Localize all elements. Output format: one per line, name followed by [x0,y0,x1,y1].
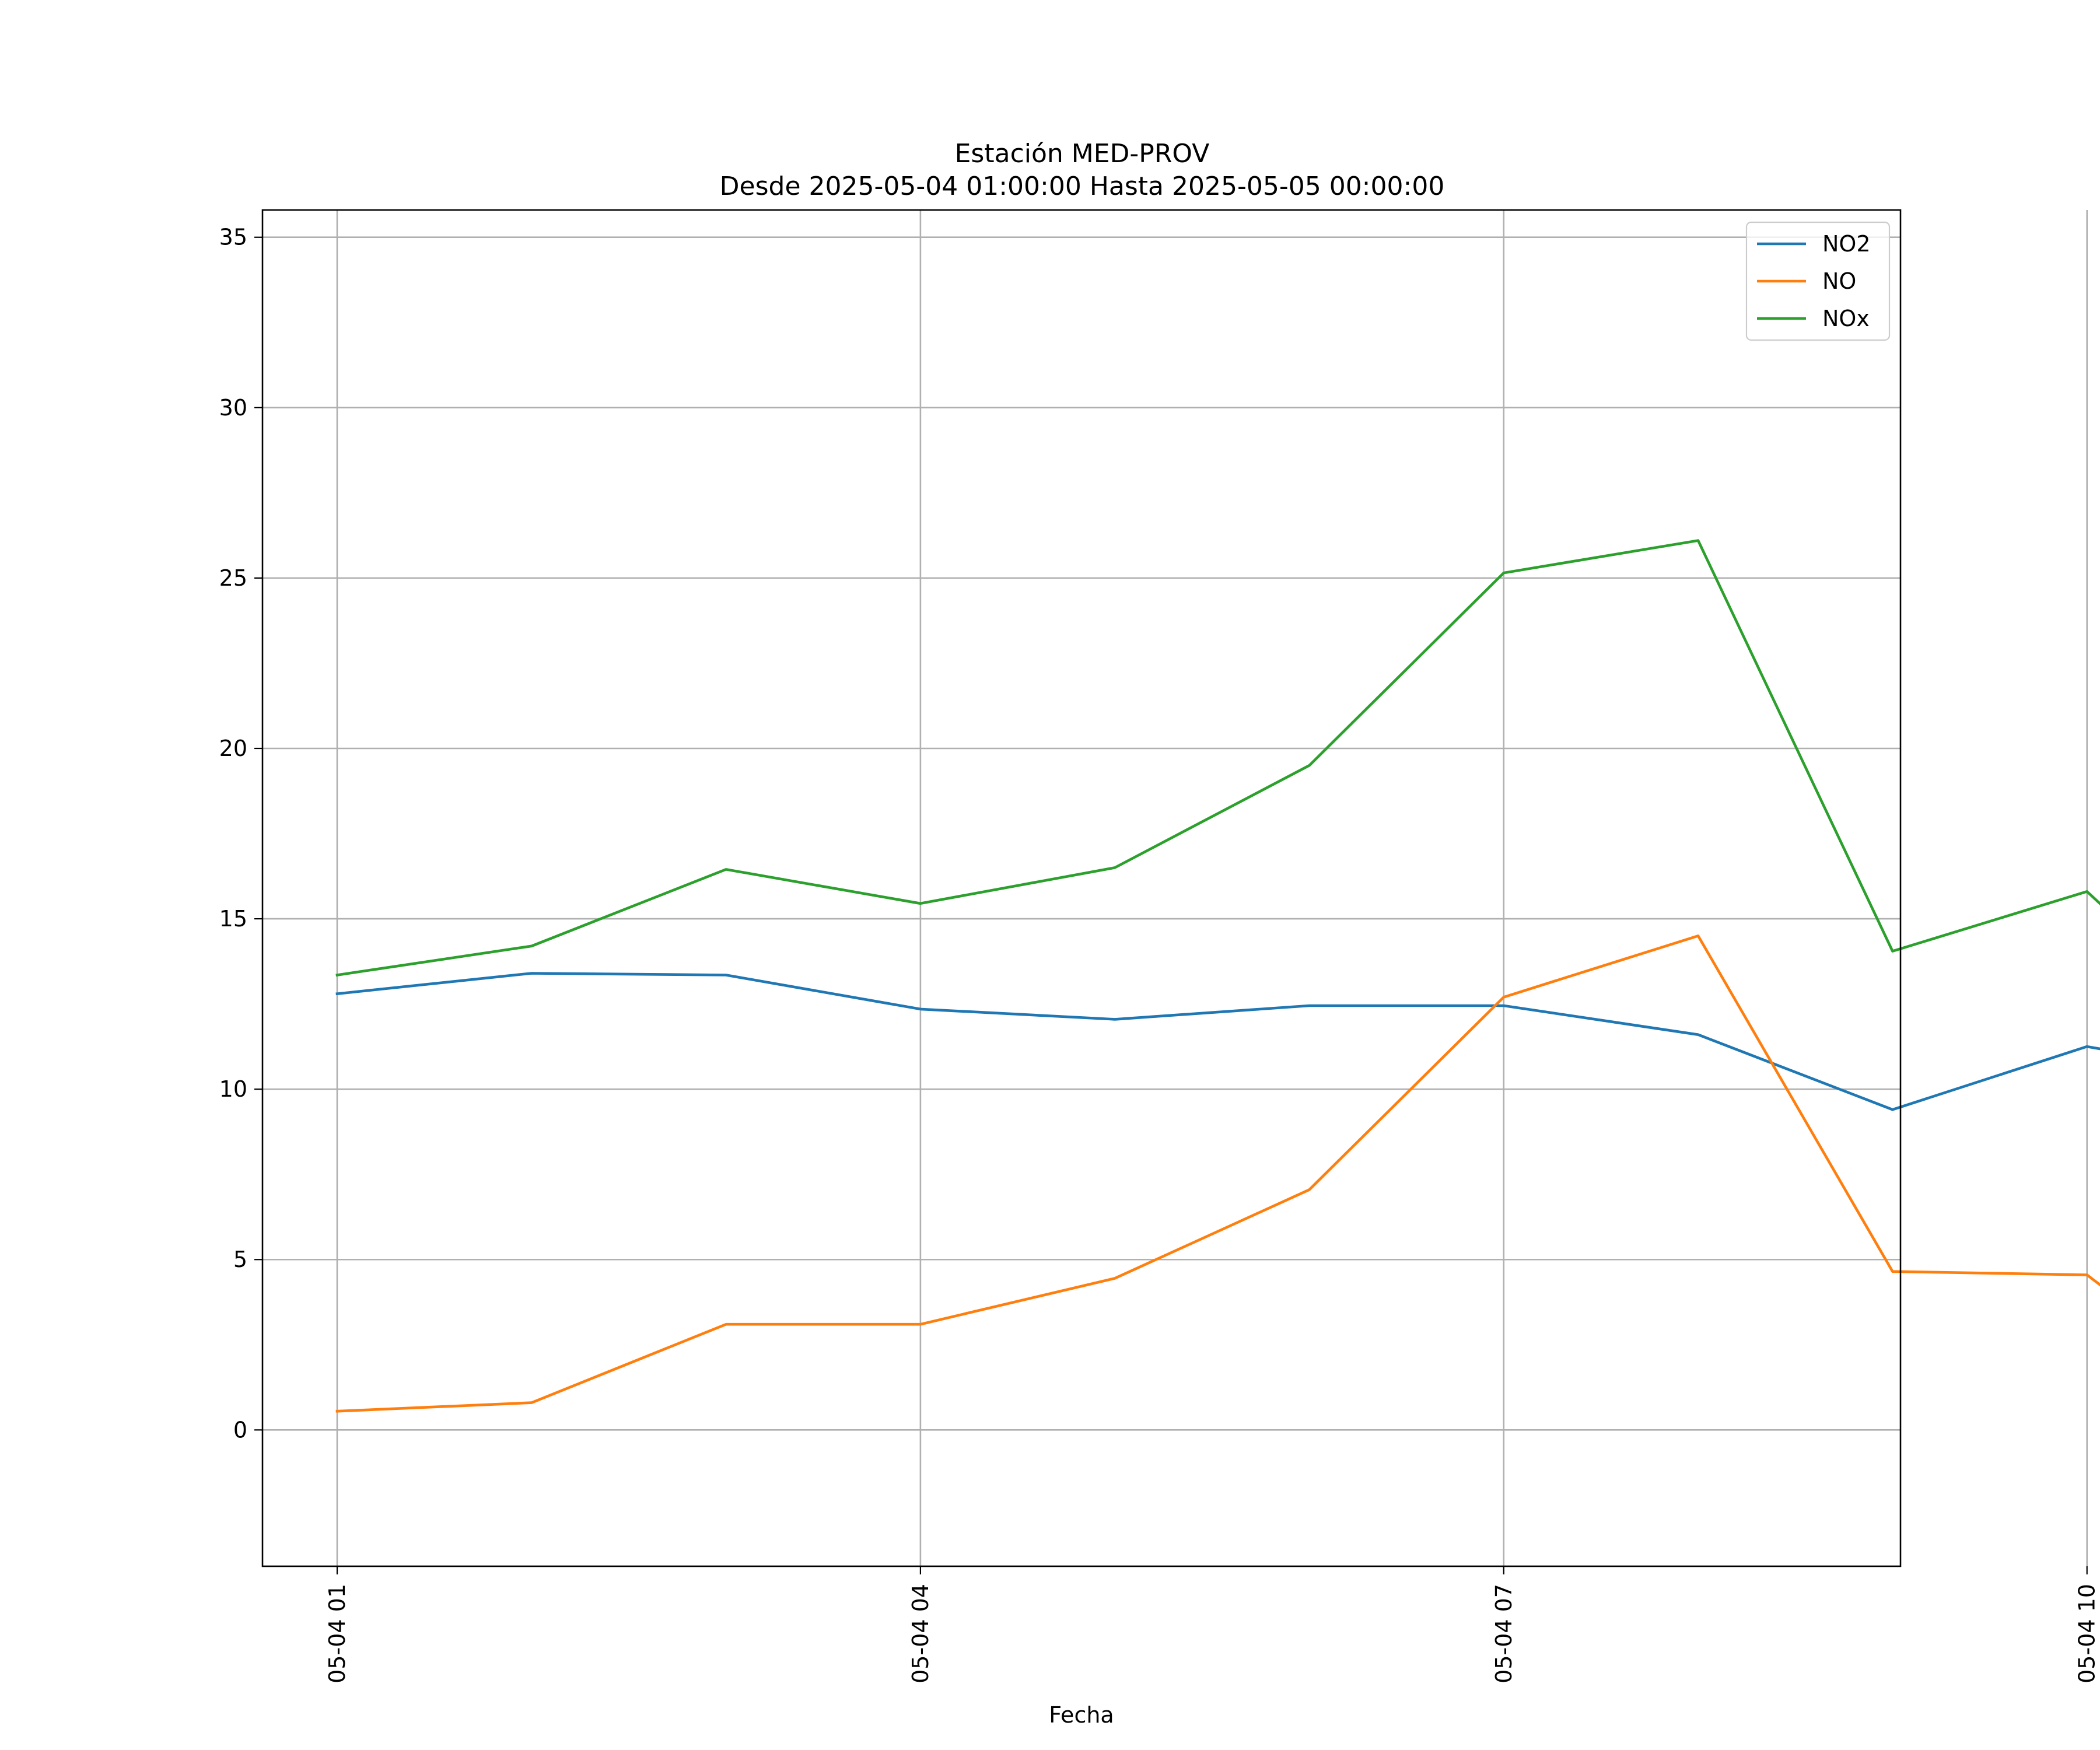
y-tick-label: 35 [219,225,247,250]
y-tick-label: 30 [219,395,247,421]
x-tick-label: 05-04 01 [324,1584,350,1684]
series-line-no [335,935,2100,1413]
legend-box [1745,221,1891,341]
chart-title: Estación MED-PROV [955,139,1210,169]
x-axis-label: Fecha [1049,1702,1114,1728]
plot-frame [261,209,1902,1567]
series-line-no2 [335,972,2100,1111]
y-axis-ticks: 0 5 10 15 20 25 30 35 [219,225,262,1443]
series-line-nox [335,539,2100,977]
y-tick-label: 0 [233,1417,247,1443]
y-tick-label: 10 [219,1076,247,1102]
x-tick-label: 05-04 10 [2074,1584,2100,1684]
legend-label-nox: NOx [1822,306,1870,331]
chart-subtitle: Desde 2025-05-04 01:00:00 Hasta 2025-05-… [720,172,1445,201]
series-layer [335,539,2100,1413]
y-tick-label: 25 [219,565,247,591]
grid-lines [262,210,2088,1566]
x-tick-label: 05-04 07 [1491,1584,1517,1684]
y-tick-label: 20 [219,736,247,761]
legend-label-no2: NO2 [1822,231,1871,257]
y-tick-label: 5 [233,1247,247,1272]
legend: NO2 NO NOx [1745,221,1891,341]
legend-label-no: NO [1822,268,1856,294]
x-tick-label: 05-04 04 [908,1584,933,1684]
y-tick-label: 15 [219,906,247,932]
